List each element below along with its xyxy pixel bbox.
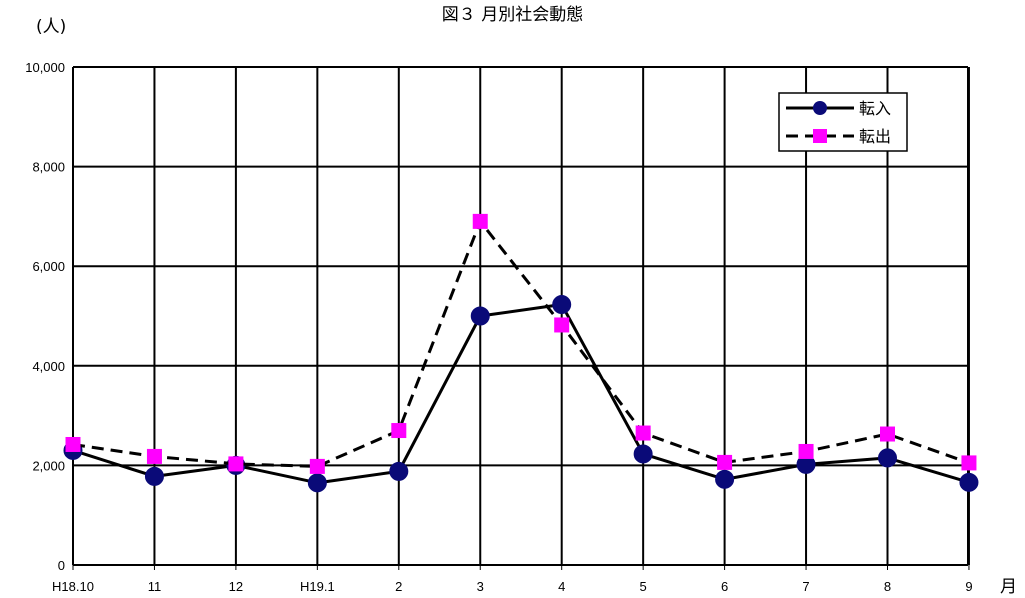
x-tick-label: 4 — [558, 579, 565, 594]
data-point-2 — [717, 454, 733, 470]
legend-box — [778, 92, 908, 152]
y-tick-label: 8,000 — [32, 160, 65, 175]
y-tick-label: 4,000 — [32, 359, 65, 374]
x-tick-label: H18.10 — [52, 579, 94, 594]
legend-label-2: 転出 — [859, 127, 891, 146]
data-point-2 — [961, 455, 977, 471]
data-point-1 — [878, 448, 897, 468]
data-point-2 — [635, 425, 651, 441]
x-axis-label: 月 — [1000, 577, 1017, 597]
y-tick-labels: 0 2,000 4,000 6,000 8,000 10,000 — [25, 60, 65, 573]
y-tick-label: 10,000 — [25, 60, 65, 75]
data-point-2 — [798, 443, 814, 459]
legend-marker-1 — [813, 101, 827, 115]
data-point-1 — [144, 466, 164, 486]
x-tick-labels: H18.10 11 12 H19.1 2 3 4 5 6 7 8 9 — [52, 579, 973, 594]
chart-title: 図３ 月別社会動態 — [441, 5, 584, 25]
x-tick-label: H19.1 — [300, 579, 335, 594]
data-point-2 — [309, 458, 325, 474]
x-tick-label: 7 — [802, 579, 809, 594]
data-point-1 — [633, 444, 653, 464]
legend-label-1: 転入 — [859, 99, 891, 118]
x-tick-label: 12 — [229, 579, 243, 594]
y-tick-label: 2,000 — [32, 458, 65, 473]
y-axis-label: (人) — [36, 17, 67, 37]
x-tick-label: 6 — [721, 579, 728, 594]
x-tick-label: 3 — [477, 579, 484, 594]
data-point-2 — [472, 213, 488, 229]
series-line-2 — [72, 219, 970, 468]
x-tick-label: 5 — [640, 579, 647, 594]
x-tick-label: 9 — [965, 579, 972, 594]
data-point-1 — [959, 472, 979, 492]
data-point-1 — [552, 295, 572, 315]
legend-marker-2 — [813, 129, 827, 143]
x-tick-label: 11 — [148, 579, 162, 594]
data-point-2 — [228, 456, 244, 472]
data-point-1 — [307, 473, 327, 493]
series-line-1 — [72, 303, 970, 485]
series-group — [63, 213, 979, 493]
data-point-1 — [470, 306, 490, 326]
data-point-2 — [391, 423, 407, 439]
data-point-2 — [554, 317, 570, 333]
x-tick-label: 8 — [884, 579, 891, 594]
data-point-2 — [880, 426, 895, 442]
x-tick-label: 2 — [395, 579, 402, 594]
data-point-2 — [146, 448, 162, 464]
data-point-1 — [389, 461, 409, 481]
data-point-1 — [715, 469, 735, 489]
y-tick-label: 0 — [58, 558, 65, 573]
y-tick-label: 6,000 — [32, 259, 65, 274]
data-point-2 — [65, 436, 81, 452]
